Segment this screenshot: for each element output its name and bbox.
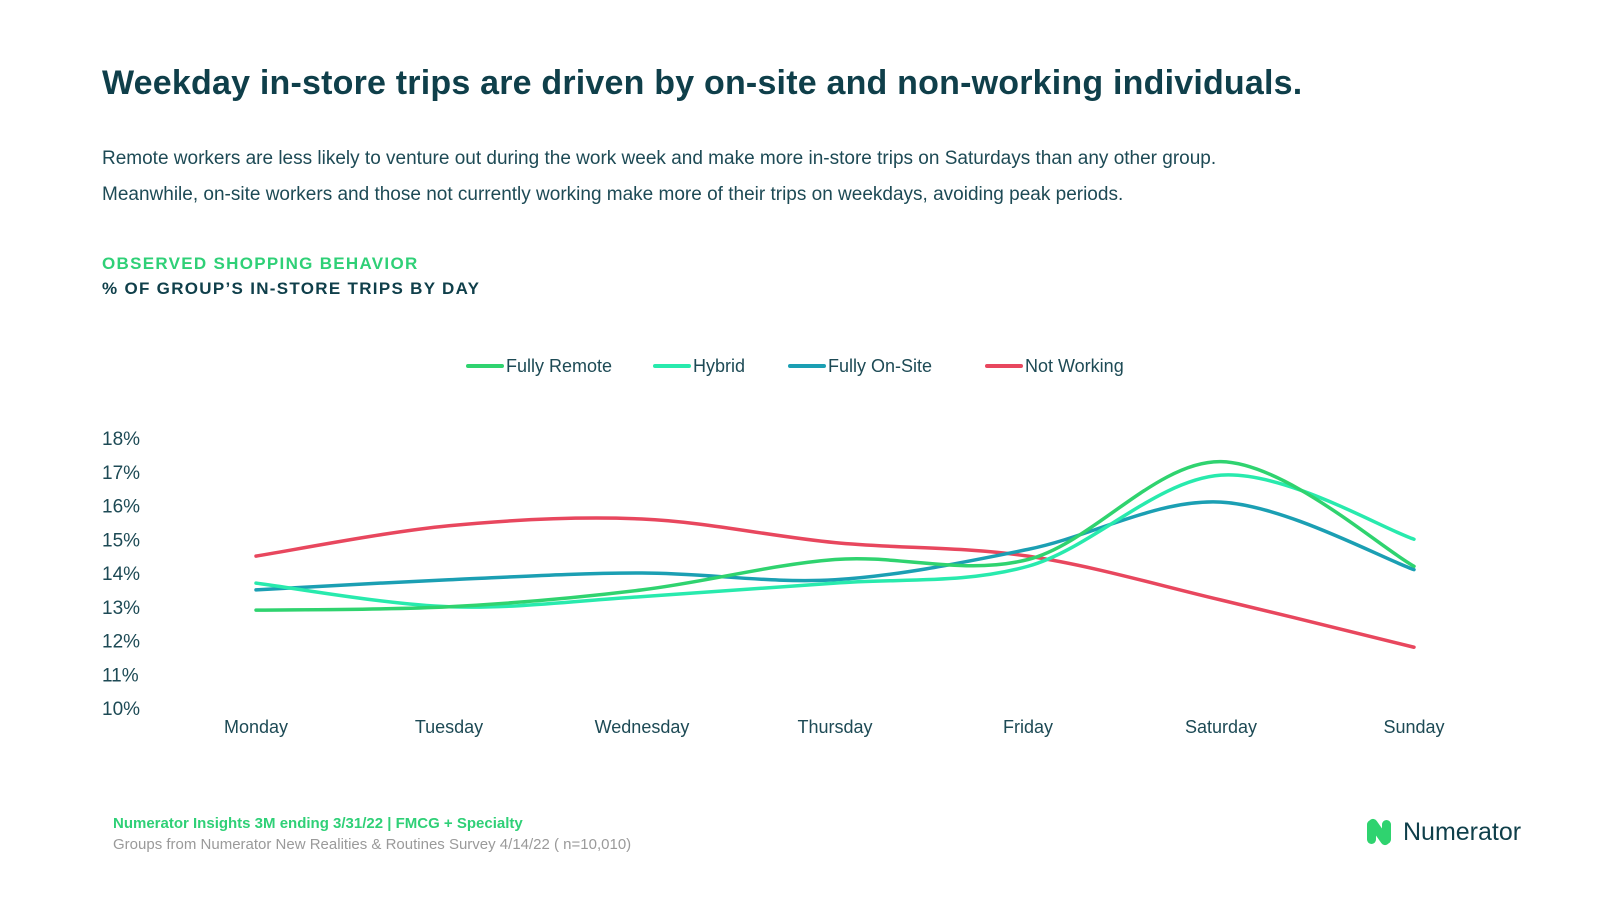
- y-tick-label: 10%: [102, 699, 140, 720]
- y-tick-label: 18%: [102, 429, 140, 450]
- legend-label: Hybrid: [693, 356, 745, 376]
- footer-source: Numerator Insights 3M ending 3/31/22 | F…: [113, 815, 523, 832]
- series-line-fully-remote: [254, 459, 1416, 612]
- y-tick-label: 14%: [102, 564, 140, 585]
- legend-label: Not Working: [1025, 356, 1124, 376]
- x-tick-label: Thursday: [797, 717, 872, 737]
- x-tick-label: Saturday: [1185, 717, 1257, 737]
- x-tick-label: Wednesday: [595, 717, 690, 737]
- y-tick-label: 15%: [102, 530, 140, 551]
- y-tick-label: 12%: [102, 632, 140, 653]
- x-tick-label: Tuesday: [415, 717, 483, 737]
- footer-note: Groups from Numerator New Realities & Ro…: [113, 836, 632, 853]
- chart-eyebrow: OBSERVED SHOPPING BEHAVIOR: [102, 254, 419, 273]
- subtitle-line-1: Remote workers are less likely to ventur…: [102, 148, 1217, 169]
- brand-name: Numerator: [1403, 817, 1522, 846]
- y-tick-label: 17%: [102, 463, 140, 484]
- page-title: Weekday in-store trips are driven by on-…: [102, 64, 1303, 102]
- series-line-fully-on-site: [254, 500, 1416, 592]
- series-line-not-working: [254, 516, 1416, 649]
- legend-label: Fully On-Site: [828, 356, 932, 376]
- y-tick-label: 13%: [102, 598, 140, 619]
- logo-bar-diagonal: [1368, 818, 1390, 846]
- brand-logo: Numerator: [1365, 815, 1521, 849]
- y-tick-label: 11%: [102, 665, 139, 686]
- line-chart: 10% 11% 12% 13% 14% 15% 16% 17% 18% Monday Tuesday…: [102, 356, 1445, 737]
- y-tick-label: 16%: [102, 497, 140, 518]
- x-tick-label: Friday: [1003, 717, 1053, 737]
- numerator-logo-icon: [1367, 818, 1391, 846]
- legend-label: Fully Remote: [506, 356, 612, 376]
- subtitle-line-2: Meanwhile, on-site workers and those not…: [102, 184, 1124, 205]
- x-tick-label: Monday: [224, 717, 288, 737]
- x-tick-label: Sunday: [1383, 717, 1444, 737]
- chart-heading: % OF GROUP’S IN-STORE TRIPS BY DAY: [102, 279, 481, 298]
